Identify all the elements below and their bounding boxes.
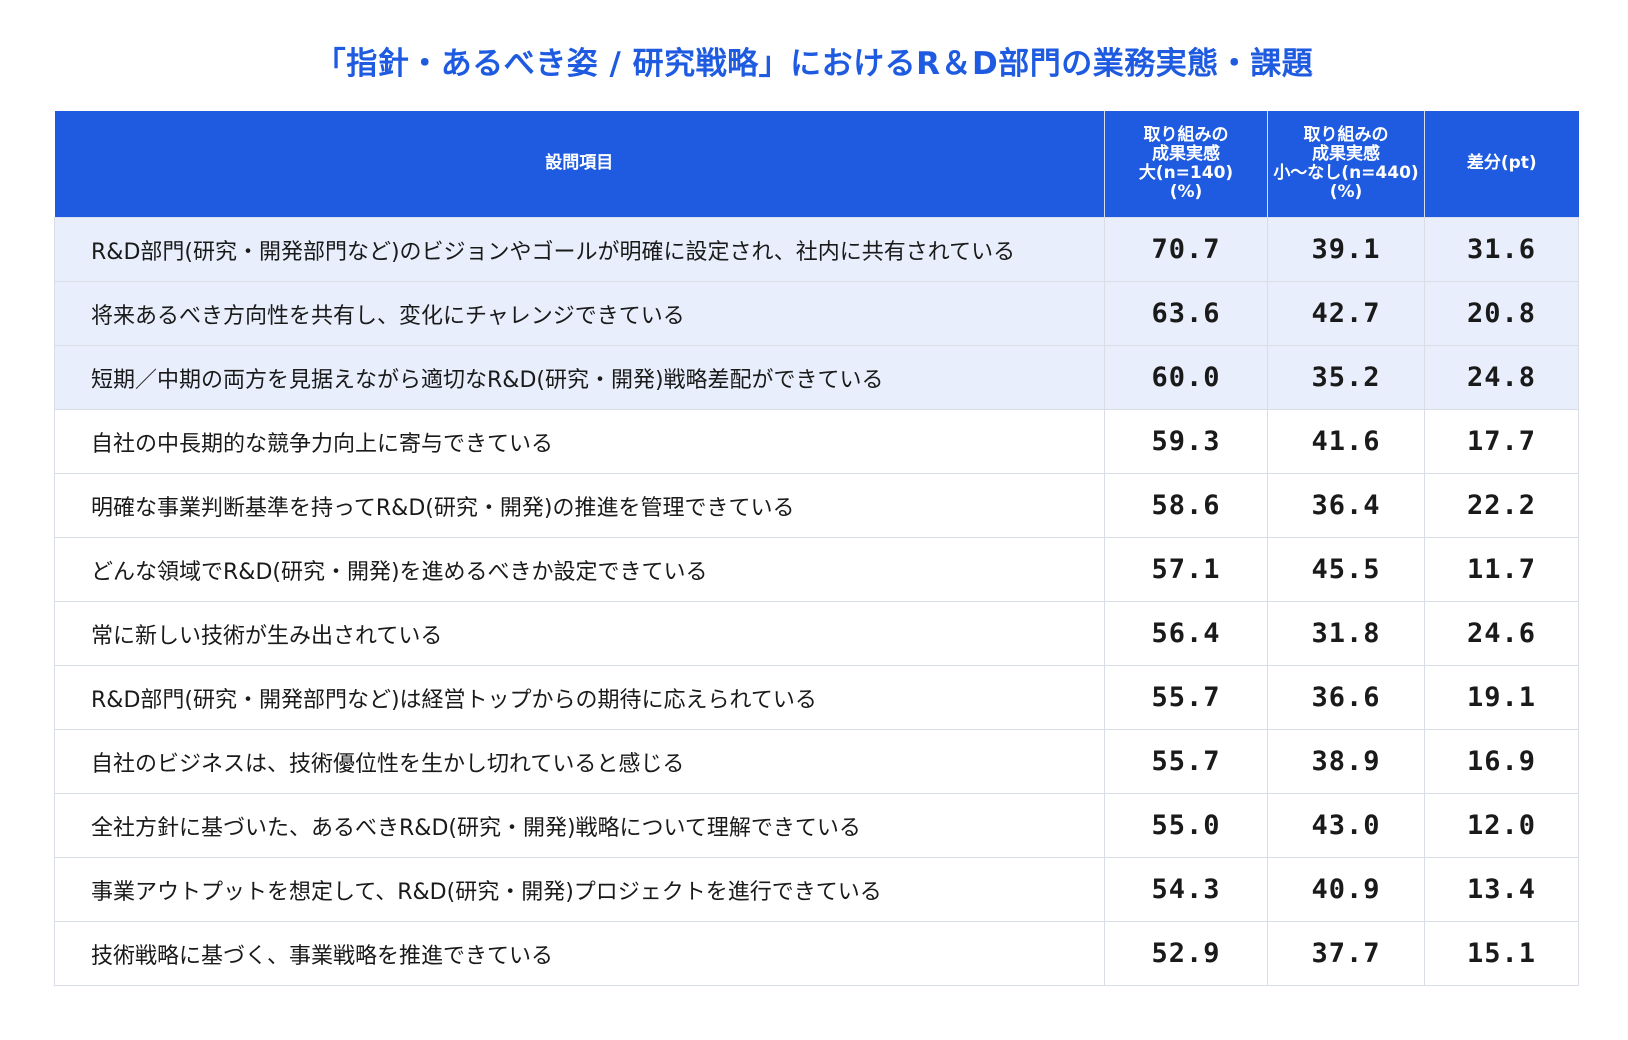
diff-value: 15.1 [1424,921,1579,986]
big-impact-value: 54.3 [1104,857,1268,922]
header-big-line: 取り組みの [1143,124,1229,145]
item-cell: 常に新しい技術が生み出されている [54,601,1105,666]
diff-value: 24.8 [1424,345,1579,410]
table-row: 短期／中期の両方を見据えながら適切なR&D(研究・開発)戦略差配ができている 60… [54,345,1579,410]
item-cell: 将来あるべき方向性を共有し、変化にチャレンジできている [54,281,1105,346]
table-row: 全社方針に基づいた、あるべきR&D(研究・開発)戦略について理解できている 55.… [54,793,1579,858]
header-big-line: (%) [1169,182,1203,203]
big-impact-value: 52.9 [1104,921,1268,986]
item-cell: どんな領域でR&D(研究・開発)を進めるべきか設定できている [54,537,1105,602]
small-impact-value: 37.7 [1267,921,1425,986]
table-row: 自社の中長期的な競争力向上に寄与できている 59.3 41.6 17.7 [54,409,1579,474]
table-row: 事業アウトプットを想定して、R&D(研究・開発)プロジェクトを進行できている 54… [54,857,1579,922]
small-impact-value: 43.0 [1267,793,1425,858]
diff-value: 22.2 [1424,473,1579,538]
header-big-impact: 取り組みの 成果実感 大(n=140) (%) [1104,111,1268,218]
big-impact-value: 57.1 [1104,537,1268,602]
big-impact-value: 56.4 [1104,601,1268,666]
header-small-line: 小～なし(n=440) [1273,163,1419,183]
item-cell: R&D部門(研究・開発部門など)のビジョンやゴールが明確に設定され、社内に共有さ… [54,217,1105,282]
table-header: 設問項目 取り組みの 成果実感 大(n=140) (%) 取り組みの 成果実感 … [54,111,1579,218]
small-impact-value: 35.2 [1267,345,1425,410]
table-body: R&D部門(研究・開発部門など)のビジョンやゴールが明確に設定され、社内に共有さ… [54,217,1579,986]
table-row: R&D部門(研究・開発部門など)は経営トップからの期待に応えられている 55.7 3… [54,665,1579,730]
header-small-line: 成果実感 [1312,143,1380,164]
header-diff-line: 差分(pt) [1466,153,1537,174]
item-cell: 短期／中期の両方を見据えながら適切なR&D(研究・開発)戦略差配ができている [54,345,1105,410]
header-diff: 差分(pt) [1424,111,1579,218]
small-impact-value: 42.7 [1267,281,1425,346]
table-row: R&D部門(研究・開発部門など)のビジョンやゴールが明確に設定され、社内に共有さ… [54,217,1579,282]
header-small-line: (%) [1329,182,1363,203]
item-cell: 技術戦略に基づく、事業戦略を推進できている [54,921,1105,986]
table-row: どんな領域でR&D(研究・開発)を進めるべきか設定できている 57.1 45.5 11… [54,537,1579,602]
table-row: 自社のビジネスは、技術優位性を生かし切れていると感じる 55.7 38.9 16.9 [54,729,1579,794]
diff-value: 11.7 [1424,537,1579,602]
item-cell: 明確な事業判断基準を持ってR&D(研究・開発)の推進を管理できている [54,473,1105,538]
table-row: 将来あるべき方向性を共有し、変化にチャレンジできている 63.6 42.7 20.8 [54,281,1579,346]
header-big-line: 成果実感 [1152,143,1220,164]
item-cell: 自社の中長期的な競争力向上に寄与できている [54,409,1105,474]
table-row: 明確な事業判断基準を持ってR&D(研究・開発)の推進を管理できている 58.6 36… [54,473,1579,538]
big-impact-value: 59.3 [1104,409,1268,474]
diff-value: 19.1 [1424,665,1579,730]
big-impact-value: 60.0 [1104,345,1268,410]
table-row: 常に新しい技術が生み出されている 56.4 31.8 24.6 [54,601,1579,666]
table-row: 技術戦略に基づく、事業戦略を推進できている 52.9 37.7 15.1 [54,921,1579,986]
big-impact-value: 63.6 [1104,281,1268,346]
small-impact-value: 41.6 [1267,409,1425,474]
small-impact-value: 45.5 [1267,537,1425,602]
header-small-line: 取り組みの [1303,124,1389,145]
survey-table: 設問項目 取り組みの 成果実感 大(n=140) (%) 取り組みの 成果実感 … [54,111,1579,986]
small-impact-value: 39.1 [1267,217,1425,282]
item-cell: 自社のビジネスは、技術優位性を生かし切れていると感じる [54,729,1105,794]
small-impact-value: 38.9 [1267,729,1425,794]
diff-value: 16.9 [1424,729,1579,794]
diff-value: 24.6 [1424,601,1579,666]
chart-title: 「指針・あるべき姿 / 研究戦略」におけるR＆D部門の業務実態・課題 [314,46,1314,82]
big-impact-value: 55.7 [1104,665,1268,730]
diff-value: 20.8 [1424,281,1579,346]
diff-value: 12.0 [1424,793,1579,858]
header-big-line: 大(n=140) [1138,163,1234,183]
header-item-line: 設問項目 [545,153,614,174]
small-impact-value: 31.8 [1267,601,1425,666]
big-impact-value: 58.6 [1104,473,1268,538]
big-impact-value: 55.7 [1104,729,1268,794]
item-cell: 全社方針に基づいた、あるべきR&D(研究・開発)戦略について理解できている [54,793,1105,858]
big-impact-value: 70.7 [1104,217,1268,282]
header-row: 設問項目 取り組みの 成果実感 大(n=140) (%) 取り組みの 成果実感 … [54,111,1579,218]
diff-value: 17.7 [1424,409,1579,474]
diff-value: 31.6 [1424,217,1579,282]
small-impact-value: 36.4 [1267,473,1425,538]
diff-value: 13.4 [1424,857,1579,922]
big-impact-value: 55.0 [1104,793,1268,858]
item-cell: R&D部門(研究・開発部門など)は経営トップからの期待に応えられている [54,665,1105,730]
header-small-impact: 取り組みの 成果実感 小～なし(n=440) (%) [1267,111,1425,218]
small-impact-value: 36.6 [1267,665,1425,730]
small-impact-value: 40.9 [1267,857,1425,922]
item-cell: 事業アウトプットを想定して、R&D(研究・開発)プロジェクトを進行できている [54,857,1105,922]
header-item: 設問項目 [54,111,1105,218]
